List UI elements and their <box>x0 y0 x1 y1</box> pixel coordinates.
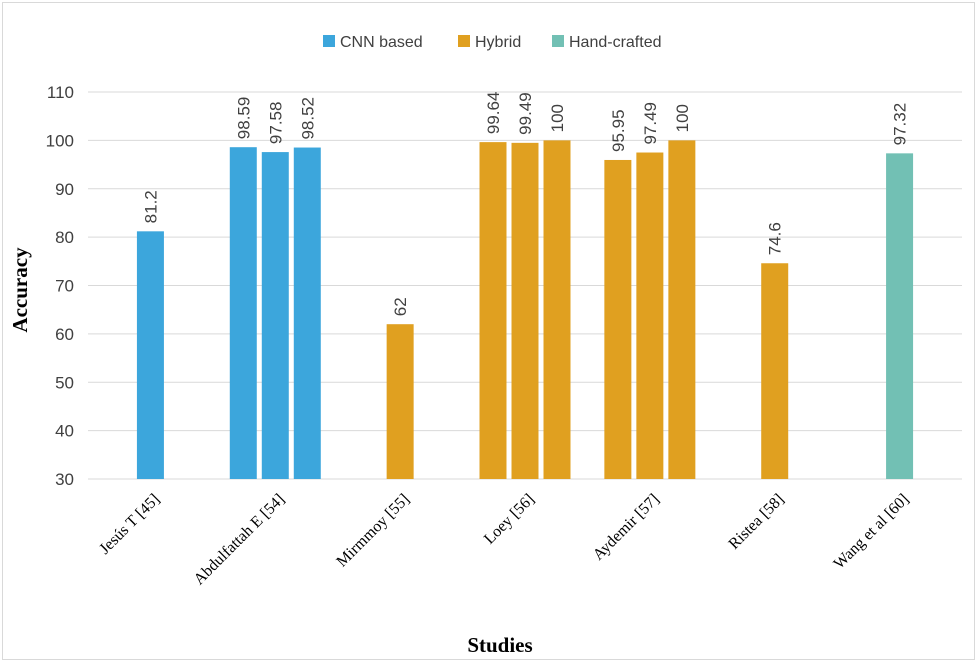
y-tick-label: 30 <box>55 470 74 489</box>
bar <box>479 142 507 479</box>
category-label: Jesús T [45] <box>96 491 163 558</box>
y-tick-label: 50 <box>55 373 74 392</box>
y-tick-label: 100 <box>46 131 74 150</box>
y-tick-label: 90 <box>55 180 74 199</box>
data-label: 95.95 <box>609 109 628 152</box>
bar <box>511 142 539 479</box>
data-label: 100 <box>548 104 567 132</box>
x-axis-title: Studies <box>467 633 532 657</box>
y-axis-ticks: 30 40 50 60 70 80 90 100 110 <box>46 83 74 489</box>
legend-swatch <box>458 35 470 47</box>
category-label: Mirmmoy [55] <box>333 491 413 571</box>
legend-swatch <box>552 35 564 47</box>
legend-swatch <box>323 35 335 47</box>
category-label: Aydemir [57] <box>590 491 663 564</box>
data-label: 81.2 <box>141 190 160 223</box>
category-labels: Jesús T [45] Abdulfattah E [54] Mirmmoy [5… <box>96 491 912 588</box>
data-label: 99.49 <box>516 92 535 135</box>
category-label: Loey [56] <box>481 491 538 548</box>
data-labels: 81.2 98.59 97.58 98.52 62 99.64 99.49 100 95.95 9… <box>141 92 909 317</box>
bar <box>293 147 321 480</box>
data-label: 97.58 <box>266 102 285 145</box>
legend-label: CNN based <box>340 34 423 51</box>
bar <box>229 147 257 480</box>
bar <box>668 140 696 479</box>
data-label: 100 <box>673 104 692 132</box>
data-label: 99.64 <box>484 92 503 135</box>
y-tick-label: 40 <box>55 422 74 441</box>
y-tick-label: 80 <box>55 228 74 247</box>
bar <box>261 152 289 479</box>
data-label: 62 <box>391 297 410 316</box>
y-tick-label: 110 <box>47 83 74 102</box>
category-label: Wang et al [60] <box>831 491 913 573</box>
data-label: 74.6 <box>766 222 785 255</box>
bar <box>386 324 414 479</box>
bar <box>636 152 664 479</box>
bar <box>886 153 914 480</box>
data-label: 97.49 <box>641 102 660 145</box>
bar <box>136 231 164 479</box>
legend: CNN based Hybrid Hand-crafted <box>323 34 662 51</box>
bars <box>136 140 914 480</box>
bar <box>604 159 632 480</box>
data-label: 98.59 <box>234 97 253 140</box>
y-tick-label: 60 <box>55 325 74 344</box>
bar <box>543 140 571 479</box>
y-tick-label: 70 <box>55 277 74 296</box>
bar <box>761 263 789 479</box>
legend-label: Hand-crafted <box>569 34 662 51</box>
data-label: 98.52 <box>298 97 317 140</box>
category-label: Ristea [58] <box>726 491 788 553</box>
y-axis-title: Accuracy <box>8 247 32 333</box>
category-label: Abdulfattah E [54] <box>191 491 288 588</box>
legend-label: Hybrid <box>475 34 521 51</box>
data-label: 97.32 <box>891 103 910 146</box>
